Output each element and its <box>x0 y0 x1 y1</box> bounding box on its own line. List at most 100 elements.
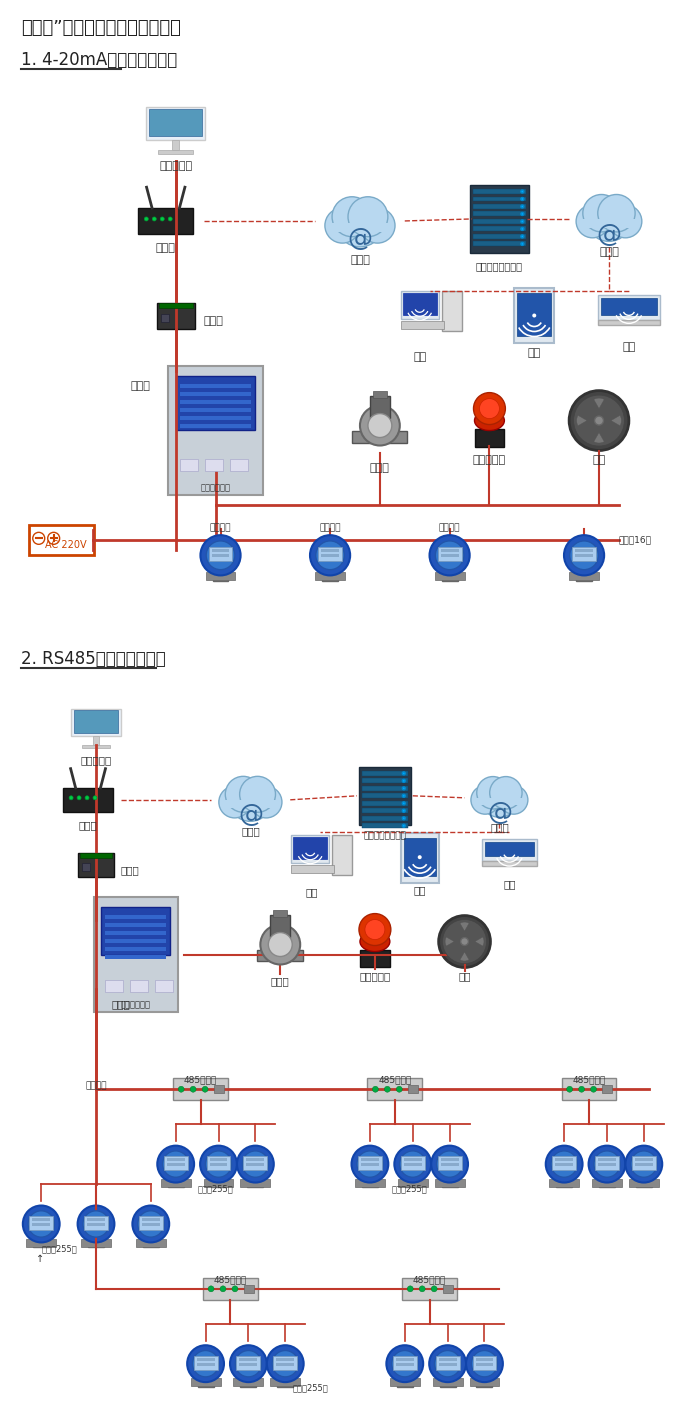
Circle shape <box>78 1206 114 1242</box>
FancyBboxPatch shape <box>359 767 411 825</box>
FancyBboxPatch shape <box>398 1179 428 1186</box>
Circle shape <box>336 198 384 246</box>
FancyBboxPatch shape <box>482 861 537 867</box>
FancyBboxPatch shape <box>362 823 408 829</box>
Text: 路由器: 路由器 <box>156 243 176 253</box>
FancyBboxPatch shape <box>575 549 593 553</box>
FancyBboxPatch shape <box>176 376 255 431</box>
FancyBboxPatch shape <box>164 1157 188 1171</box>
Circle shape <box>391 1351 418 1377</box>
FancyBboxPatch shape <box>362 1171 378 1188</box>
Circle shape <box>587 197 631 242</box>
FancyBboxPatch shape <box>477 1370 492 1387</box>
FancyBboxPatch shape <box>443 1285 453 1293</box>
Circle shape <box>431 1286 438 1292</box>
Circle shape <box>200 535 241 575</box>
Text: 转换器: 转换器 <box>204 315 223 326</box>
Circle shape <box>400 1151 426 1178</box>
FancyBboxPatch shape <box>106 955 166 960</box>
Circle shape <box>407 1286 413 1292</box>
FancyBboxPatch shape <box>209 1164 228 1166</box>
Circle shape <box>521 190 524 193</box>
Circle shape <box>138 1211 164 1237</box>
Circle shape <box>200 1145 237 1182</box>
FancyBboxPatch shape <box>401 291 439 319</box>
Circle shape <box>437 1151 463 1178</box>
FancyBboxPatch shape <box>475 1363 493 1366</box>
Circle shape <box>48 532 60 545</box>
Circle shape <box>220 1286 226 1292</box>
Text: 风机: 风机 <box>458 971 471 982</box>
Circle shape <box>316 540 344 570</box>
Text: 电脑: 电脑 <box>413 352 426 362</box>
Circle shape <box>480 398 499 418</box>
FancyBboxPatch shape <box>258 950 303 961</box>
Text: 安底尔网络服务器: 安底尔网络服务器 <box>476 260 523 272</box>
FancyBboxPatch shape <box>102 908 170 955</box>
Circle shape <box>178 1086 184 1092</box>
Circle shape <box>230 1345 267 1382</box>
FancyBboxPatch shape <box>82 744 111 749</box>
FancyBboxPatch shape <box>239 1363 258 1366</box>
Circle shape <box>402 817 405 820</box>
Ellipse shape <box>360 931 390 951</box>
FancyBboxPatch shape <box>63 788 113 812</box>
Circle shape <box>499 785 528 815</box>
FancyBboxPatch shape <box>157 303 195 329</box>
Circle shape <box>332 197 372 236</box>
FancyBboxPatch shape <box>273 909 287 916</box>
Text: 互联网: 互联网 <box>241 826 260 836</box>
Circle shape <box>430 535 470 575</box>
FancyBboxPatch shape <box>180 415 251 419</box>
Circle shape <box>359 913 391 946</box>
FancyBboxPatch shape <box>318 547 342 561</box>
FancyBboxPatch shape <box>74 711 118 733</box>
Circle shape <box>471 785 499 815</box>
FancyBboxPatch shape <box>211 1171 227 1188</box>
FancyBboxPatch shape <box>353 431 407 443</box>
Circle shape <box>521 205 524 208</box>
FancyBboxPatch shape <box>87 1218 105 1221</box>
FancyBboxPatch shape <box>146 107 205 139</box>
FancyBboxPatch shape <box>598 1164 616 1166</box>
Text: 可连接255台: 可连接255台 <box>392 1185 428 1193</box>
Circle shape <box>325 208 360 243</box>
Circle shape <box>589 1145 625 1182</box>
FancyBboxPatch shape <box>321 549 339 553</box>
Circle shape <box>521 212 524 215</box>
FancyBboxPatch shape <box>270 1379 300 1386</box>
FancyBboxPatch shape <box>155 979 173 992</box>
FancyBboxPatch shape <box>442 563 458 581</box>
FancyBboxPatch shape <box>370 395 390 418</box>
Circle shape <box>439 916 491 968</box>
FancyBboxPatch shape <box>168 1171 183 1188</box>
FancyBboxPatch shape <box>130 979 148 992</box>
FancyBboxPatch shape <box>433 1379 463 1386</box>
Circle shape <box>93 796 97 799</box>
FancyBboxPatch shape <box>393 1356 416 1369</box>
FancyBboxPatch shape <box>194 1356 218 1369</box>
Text: 终端: 终端 <box>622 342 636 352</box>
FancyBboxPatch shape <box>82 862 90 871</box>
Circle shape <box>431 1145 468 1182</box>
Circle shape <box>208 1286 214 1292</box>
Circle shape <box>435 1351 461 1377</box>
FancyBboxPatch shape <box>81 1238 111 1247</box>
FancyBboxPatch shape <box>402 1278 457 1300</box>
FancyBboxPatch shape <box>514 288 554 343</box>
FancyBboxPatch shape <box>106 979 123 992</box>
Circle shape <box>225 777 261 812</box>
FancyBboxPatch shape <box>395 1358 414 1361</box>
FancyBboxPatch shape <box>237 1356 260 1369</box>
FancyBboxPatch shape <box>435 1356 460 1369</box>
FancyBboxPatch shape <box>223 799 278 808</box>
Text: 路由器: 路由器 <box>78 820 97 830</box>
Text: 东茎市联正仪: 东茎市联正仪 <box>200 484 230 492</box>
FancyBboxPatch shape <box>197 1370 214 1387</box>
FancyBboxPatch shape <box>173 1078 228 1100</box>
FancyBboxPatch shape <box>291 834 329 862</box>
Circle shape <box>442 919 486 964</box>
FancyBboxPatch shape <box>550 1179 579 1186</box>
FancyBboxPatch shape <box>29 1216 53 1230</box>
FancyBboxPatch shape <box>246 1158 265 1161</box>
